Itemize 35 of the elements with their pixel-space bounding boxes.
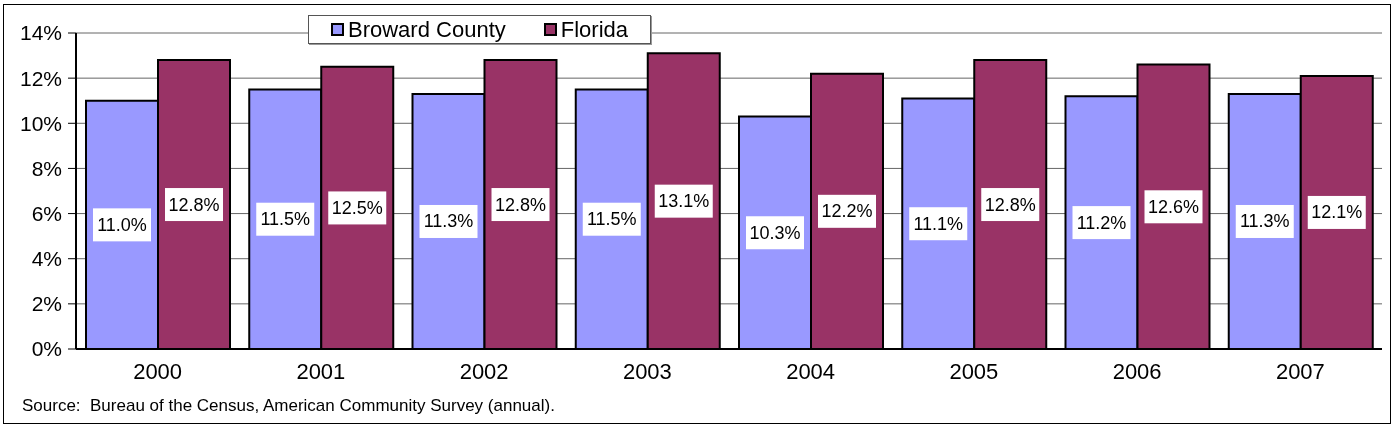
x-tick-label: 2004 bbox=[786, 358, 836, 384]
y-tick-label: 2% bbox=[31, 292, 62, 316]
x-tick-label: 2007 bbox=[1275, 358, 1325, 384]
y-tick-label: 4% bbox=[31, 247, 62, 271]
data-label: 12.2% bbox=[821, 201, 873, 222]
data-label: 11.5% bbox=[260, 209, 311, 230]
data-label: 12.1% bbox=[1311, 202, 1363, 223]
source-note: Source: Bureau of the Census, American Community Survey (annual). bbox=[22, 396, 555, 416]
data-label: 12.5% bbox=[331, 197, 383, 218]
data-label: 11.3% bbox=[1239, 211, 1290, 232]
data-label: 12.8% bbox=[494, 194, 547, 215]
x-tick-label: 2006 bbox=[1112, 358, 1162, 384]
y-tick-label: 8% bbox=[31, 156, 62, 180]
data-label: 11.3% bbox=[423, 211, 474, 232]
y-tick-label: 0% bbox=[31, 337, 62, 361]
x-tick-label: 2001 bbox=[296, 358, 346, 384]
data-label: 11.0% bbox=[97, 214, 147, 235]
y-tick-label: 14% bbox=[19, 21, 62, 45]
y-tick-label: 6% bbox=[31, 202, 62, 226]
data-label: 13.1% bbox=[658, 191, 710, 212]
x-tick-label: 2002 bbox=[459, 358, 509, 384]
y-tick-label: 12% bbox=[19, 66, 62, 90]
data-label: 12.6% bbox=[1147, 196, 1200, 217]
x-tick-label: 2003 bbox=[622, 358, 672, 384]
legend-label: Broward County bbox=[348, 16, 506, 43]
data-label: 12.8% bbox=[984, 194, 1036, 215]
data-label: 11.2% bbox=[1076, 212, 1127, 233]
y-tick-label: 10% bbox=[19, 111, 62, 135]
data-label: 11.5% bbox=[586, 209, 637, 230]
x-tick-label: 2000 bbox=[133, 358, 183, 384]
data-label: 11.1% bbox=[913, 213, 964, 234]
data-label: 12.8% bbox=[168, 194, 220, 215]
legend-label: Florida bbox=[560, 16, 628, 43]
data-label: 10.3% bbox=[749, 222, 801, 243]
x-tick-label: 2005 bbox=[949, 358, 999, 384]
